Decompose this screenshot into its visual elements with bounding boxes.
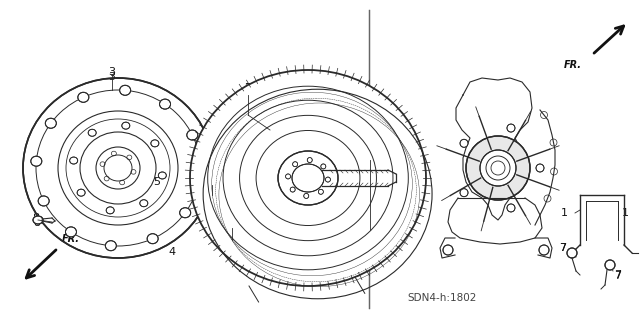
Polygon shape: [226, 222, 238, 234]
Text: SDN4-h:1802: SDN4-h:1802: [407, 293, 476, 303]
Circle shape: [350, 225, 370, 245]
Text: 8: 8: [33, 218, 40, 228]
Ellipse shape: [33, 216, 43, 224]
Text: 4: 4: [168, 247, 175, 257]
Ellipse shape: [106, 241, 116, 251]
Circle shape: [536, 164, 544, 172]
Text: 5: 5: [154, 177, 160, 187]
Circle shape: [304, 193, 308, 198]
Ellipse shape: [38, 196, 49, 206]
Circle shape: [460, 189, 468, 197]
Ellipse shape: [190, 70, 426, 286]
Ellipse shape: [292, 164, 324, 192]
Circle shape: [321, 164, 326, 169]
Text: FR.: FR.: [62, 234, 80, 244]
Ellipse shape: [159, 99, 170, 109]
Text: 1: 1: [561, 208, 568, 218]
Circle shape: [507, 124, 515, 132]
Ellipse shape: [106, 207, 114, 214]
Circle shape: [480, 150, 516, 186]
Text: 8: 8: [33, 213, 40, 223]
Text: 7: 7: [559, 243, 566, 253]
Text: 4: 4: [228, 237, 236, 247]
Ellipse shape: [187, 130, 198, 140]
Circle shape: [292, 162, 298, 167]
Circle shape: [325, 177, 330, 182]
Circle shape: [539, 245, 549, 255]
Circle shape: [285, 174, 291, 179]
Text: 5: 5: [205, 183, 212, 193]
Ellipse shape: [88, 129, 96, 136]
Ellipse shape: [120, 85, 131, 95]
Ellipse shape: [70, 157, 77, 164]
Ellipse shape: [23, 78, 213, 258]
Ellipse shape: [45, 118, 56, 128]
Ellipse shape: [77, 189, 85, 196]
Text: 7: 7: [614, 270, 621, 280]
Ellipse shape: [31, 156, 42, 166]
Ellipse shape: [158, 172, 166, 179]
Ellipse shape: [140, 200, 148, 207]
Text: 7: 7: [614, 271, 621, 281]
Text: 2: 2: [244, 83, 252, 93]
Text: 3: 3: [109, 71, 115, 82]
Ellipse shape: [278, 151, 338, 205]
Ellipse shape: [151, 140, 159, 147]
Circle shape: [318, 189, 323, 194]
Circle shape: [307, 158, 312, 163]
Ellipse shape: [194, 170, 205, 180]
Circle shape: [507, 204, 515, 212]
Ellipse shape: [65, 227, 76, 237]
Text: 6: 6: [369, 145, 376, 155]
Text: FR.: FR.: [564, 60, 582, 70]
Circle shape: [196, 184, 228, 216]
Text: 3: 3: [109, 67, 115, 77]
Text: 7: 7: [559, 243, 566, 253]
Circle shape: [290, 187, 295, 192]
Ellipse shape: [78, 92, 89, 102]
Circle shape: [605, 260, 615, 270]
Circle shape: [443, 245, 453, 255]
Circle shape: [466, 136, 530, 200]
Text: 2: 2: [244, 83, 252, 93]
Text: 6: 6: [367, 156, 373, 166]
Circle shape: [460, 139, 468, 147]
Ellipse shape: [147, 234, 158, 244]
Ellipse shape: [122, 122, 130, 129]
Ellipse shape: [180, 208, 191, 218]
Circle shape: [567, 248, 577, 258]
Text: 1: 1: [621, 208, 628, 218]
